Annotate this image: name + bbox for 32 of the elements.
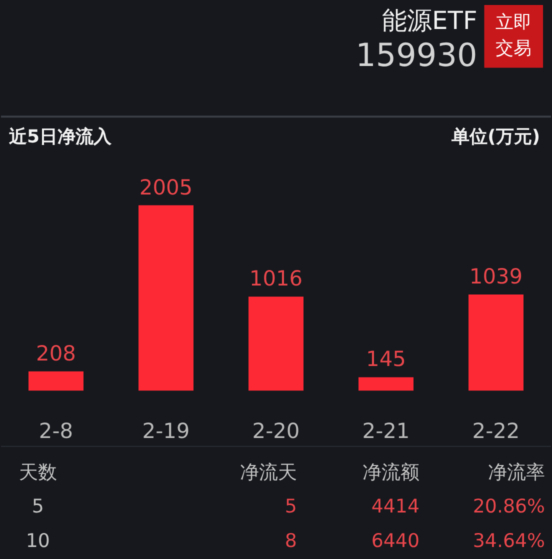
text: 净流额 — [362, 461, 420, 484]
bar — [248, 296, 304, 391]
text: 立即交易 — [496, 12, 532, 59]
text: 159930 — [356, 36, 478, 74]
data-label: 2005 — [139, 175, 193, 200]
x-tick-label: 2-22 — [472, 418, 520, 443]
chart-title: 近5日净流入 — [8, 126, 112, 148]
text: 4414 — [371, 496, 420, 518]
x-tick-label: 2-21 — [362, 418, 410, 443]
text: 天数 — [18, 461, 57, 484]
text: 8 — [284, 530, 297, 552]
text: 6440 — [371, 530, 420, 552]
x-tick-label: 2-8 — [38, 418, 74, 443]
data-label: 208 — [36, 341, 76, 366]
text: 单位(万元) — [450, 126, 540, 148]
data-label: 1016 — [249, 266, 303, 291]
text: 净流天 — [240, 461, 297, 484]
text: 10 — [26, 530, 50, 552]
data-label: 145 — [366, 347, 406, 372]
text: 20.86% — [472, 496, 546, 518]
bar — [138, 205, 194, 391]
text: 34.64% — [472, 530, 546, 552]
x-tick-label: 2-19 — [142, 418, 190, 443]
text: 5 — [32, 496, 44, 518]
data-label: 1039 — [469, 264, 523, 289]
text: 5 — [284, 496, 297, 518]
text: 能源ETF — [382, 6, 478, 35]
text: 净流率 — [488, 461, 546, 484]
bar — [358, 377, 414, 391]
x-tick-label: 2-20 — [252, 418, 300, 443]
bar — [28, 371, 84, 391]
bar — [468, 294, 524, 391]
